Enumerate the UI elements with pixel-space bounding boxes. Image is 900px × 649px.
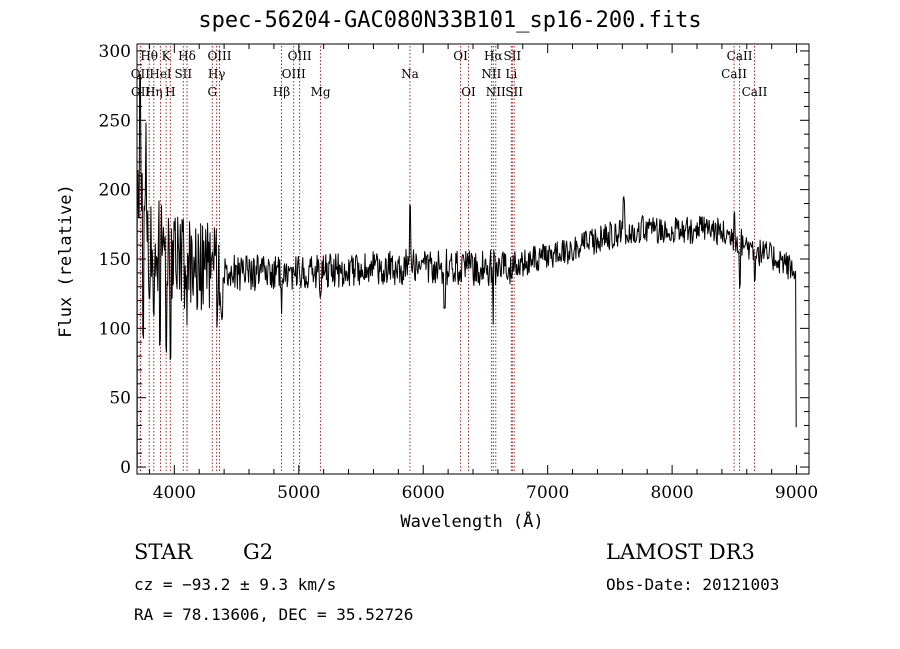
x-tick-label: 6000 <box>402 483 445 503</box>
y-tick-label: 300 <box>99 42 131 62</box>
line-label: Hδ <box>178 49 196 63</box>
x-axis-label: Wavelength (Å) <box>400 512 544 532</box>
x-tick-label: 7000 <box>526 483 569 503</box>
line-label: K <box>162 49 172 63</box>
line-label: Na <box>401 67 419 81</box>
y-axis-ticks: 0 50 100 150 200 250 300 <box>99 42 809 478</box>
line-label: Mg <box>311 85 331 99</box>
line-label: Hγ <box>208 67 226 81</box>
x-tick-label: 8000 <box>650 483 693 503</box>
line-label: Li <box>505 67 517 81</box>
line-label: CaII <box>721 67 747 81</box>
emission-line-markers <box>139 46 755 473</box>
line-label: NII <box>486 85 506 99</box>
line-label: SII <box>503 49 521 63</box>
line-label: H <box>165 85 175 99</box>
y-tick-label: 200 <box>99 181 131 201</box>
y-tick-label: 0 <box>120 458 131 478</box>
x-tick-label: 5000 <box>277 483 320 503</box>
line-label: Hη <box>145 85 163 99</box>
object-class: STAR <box>134 540 193 564</box>
line-label: OI <box>461 85 476 99</box>
line-label: SII <box>505 85 523 99</box>
line-label: SII <box>174 67 192 81</box>
chart-title: spec-56204-GAC080N33B101_sp16-200.fits <box>198 8 702 33</box>
redshift-value: cz = −93.2 ± 9.3 km/s <box>134 575 337 594</box>
spectrum-line <box>136 74 797 468</box>
coordinates: RA = 78.13606, DEC = 35.52726 <box>134 605 414 624</box>
survey-name: LAMOST DR3 <box>606 540 755 564</box>
line-label: OIII <box>282 67 306 81</box>
observation-date: Obs-Date: 20121003 <box>606 575 780 594</box>
line-label: HeI <box>149 67 172 81</box>
y-tick-label: 50 <box>109 389 131 409</box>
line-label: Hβ <box>273 85 290 99</box>
x-tick-label: 4000 <box>153 483 196 503</box>
x-tick-label: 9000 <box>775 483 818 503</box>
line-label: NII <box>481 67 501 81</box>
y-tick-label: 250 <box>99 111 131 131</box>
line-label: OI <box>453 49 468 63</box>
x-axis-ticks: 4000 5000 6000 7000 8000 9000 <box>148 44 818 503</box>
object-subclass: G2 <box>243 540 274 564</box>
line-label: OII <box>131 67 151 81</box>
line-label: OIII <box>288 49 312 63</box>
y-axis-label: Flux (relative) <box>56 184 76 338</box>
line-label: G <box>207 85 217 99</box>
line-label: OIII <box>207 49 231 63</box>
y-tick-label: 150 <box>99 250 131 270</box>
line-label: CaII <box>742 85 768 99</box>
line-label: Hθ <box>140 49 158 63</box>
line-label: CaII <box>727 49 753 63</box>
y-tick-label: 100 <box>99 319 131 339</box>
line-label: Hα <box>484 49 503 63</box>
